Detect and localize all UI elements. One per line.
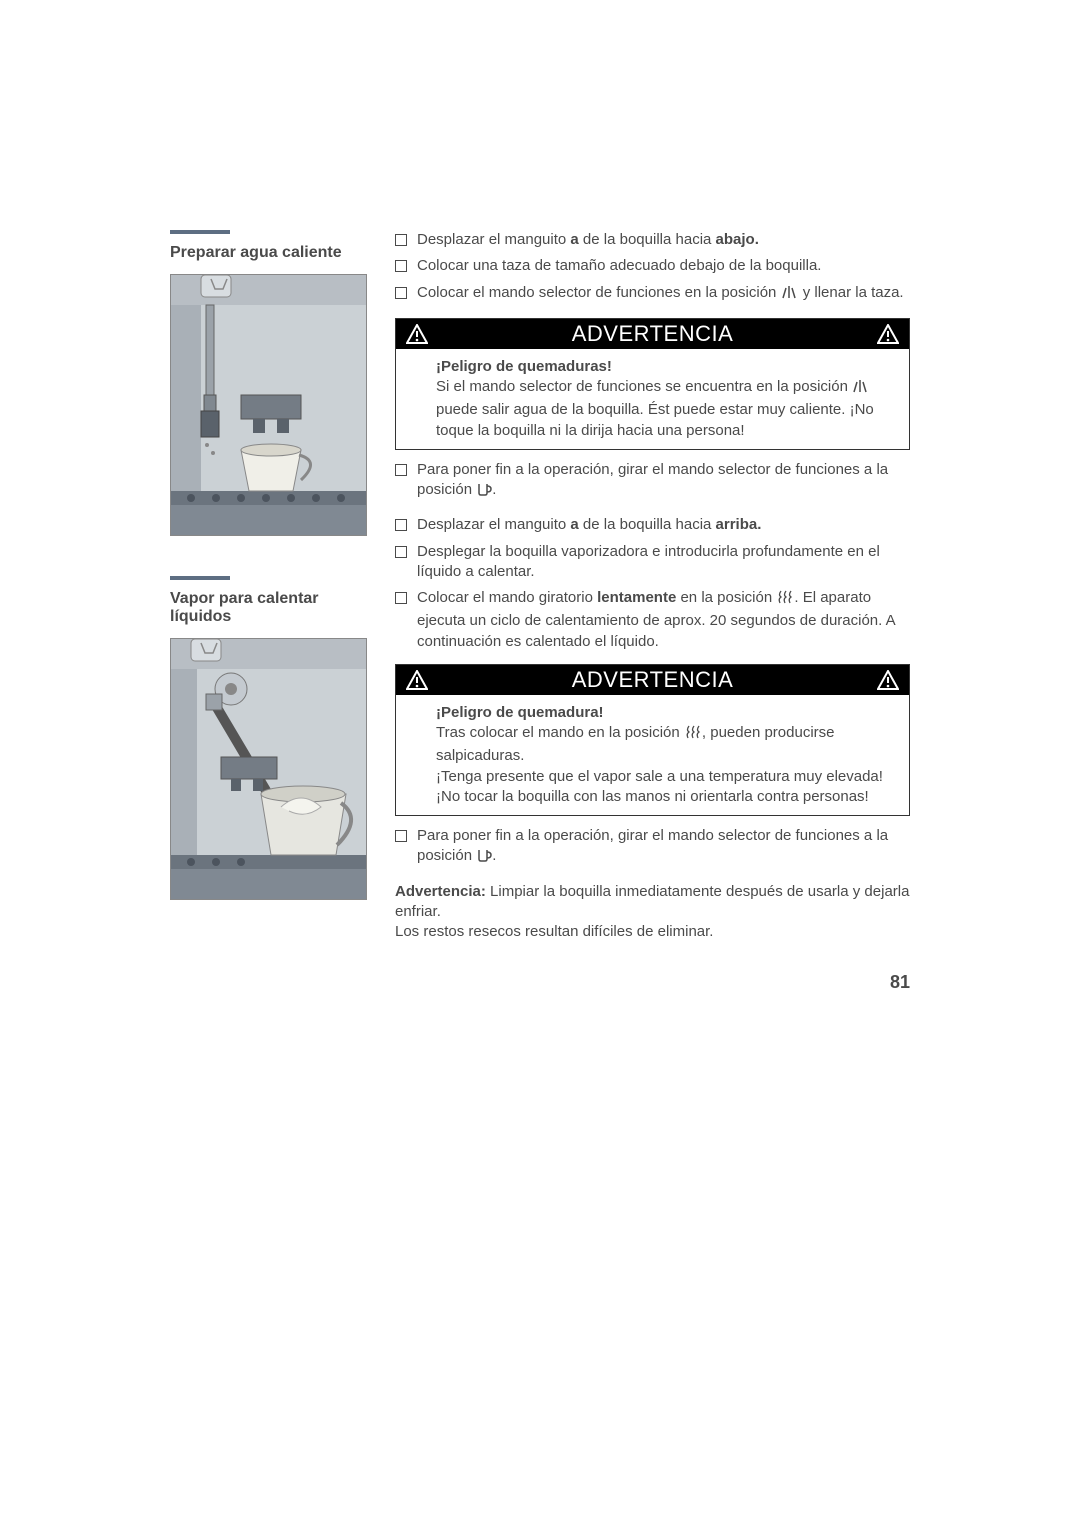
warning-triangle-icon [406,324,428,344]
warning-body: ¡Peligro de quemadura! Tras colocar el m… [396,695,909,815]
step-item: Para poner fin a la operación, girar el … [395,460,910,504]
steps-group-1: Desplazar el manguito a de la boquilla h… [395,230,910,306]
bullet-icon [395,234,407,246]
step-item: Desplazar el manguito a de la boquilla h… [395,515,910,535]
illustration-hot-water [170,274,367,536]
warning-header: ADVERTENCIA [396,665,909,695]
warning-triangle-icon [877,324,899,344]
bullet-icon [395,287,407,299]
warning-title: ADVERTENCIA [428,321,877,347]
illustration-steam [170,638,367,900]
bullet-icon [395,464,407,476]
section-rule [170,230,230,234]
warning-triangle-icon [406,670,428,690]
warning-box-1: ADVERTENCIA ¡Peligro de quemaduras! Si e… [395,318,910,450]
right-column: Desplazar el manguito a de la boquilla h… [395,230,910,993]
cup-icon [476,481,492,503]
warning-header: ADVERTENCIA [396,319,909,349]
bullet-icon [395,546,407,558]
steam-icon [776,589,794,611]
step-item: Desplegar la boquilla vaporizadora e int… [395,542,910,583]
section1-title: Preparar agua caliente [170,244,365,262]
hotwater-icon [852,378,870,400]
hotwater-icon [781,284,799,306]
step-item: Colocar el mando selector de funciones e… [395,283,910,306]
steam-icon [684,724,702,746]
steps-group-4: Para poner fin a la operación, girar el … [395,826,910,870]
page-number: 81 [395,972,910,993]
left-column: Preparar agua caliente [170,230,365,993]
step-item: Colocar el mando giratorio lentamente en… [395,588,910,652]
bullet-icon [395,592,407,604]
section2-title: Vapor para calentar líquidos [170,590,365,626]
warning-body: ¡Peligro de quemaduras! Si el mando sele… [396,349,909,449]
warning-box-2: ADVERTENCIA ¡Peligro de quemadura! Tras … [395,664,910,816]
warning-title: ADVERTENCIA [428,667,877,693]
steps-group-3: Desplazar el manguito a de la boquilla h… [395,515,910,652]
steps-group-2: Para poner fin a la operación, girar el … [395,460,910,504]
section-rule-2 [170,576,230,580]
step-item: Colocar una taza de tamaño adecuado deba… [395,256,910,276]
step-item: Para poner fin a la operación, girar el … [395,826,910,870]
warning-triangle-icon [877,670,899,690]
bullet-icon [395,260,407,272]
step-item: Desplazar el manguito a de la boquilla h… [395,230,910,250]
bullet-icon [395,830,407,842]
bullet-icon [395,519,407,531]
final-note: Advertencia: Limpiar la boquilla inmedia… [395,882,910,943]
cup-icon [476,847,492,869]
